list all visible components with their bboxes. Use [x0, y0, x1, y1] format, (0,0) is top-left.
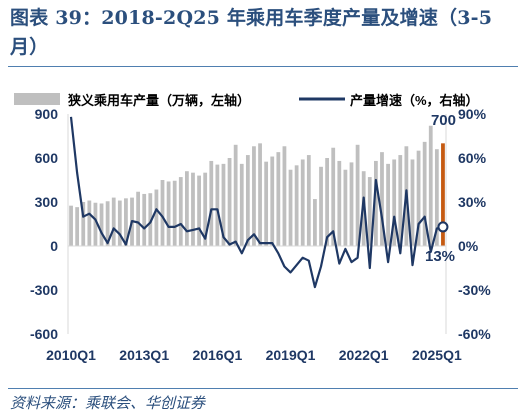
production-bar	[349, 162, 354, 246]
production-bar	[276, 152, 281, 246]
chart-area: 狭义乘用车产量（万辆，左轴） 产量增速（%，右轴） -600 -300 0 300 60…	[0, 70, 524, 370]
production-bar	[136, 191, 141, 246]
right-tick-label: 90%	[458, 106, 487, 122]
x-tick-label: 2022Q1	[339, 347, 389, 363]
production-bar	[434, 149, 439, 246]
left-tick-label: -600	[30, 326, 58, 342]
production-bar	[416, 150, 421, 246]
bar-series	[69, 125, 445, 246]
left-tick-label: 600	[35, 150, 59, 166]
production-bar	[142, 193, 147, 246]
x-tick-label: 2010Q1	[46, 347, 96, 363]
production-bar	[75, 207, 80, 246]
production-bar	[428, 125, 433, 246]
production-bar	[306, 155, 311, 246]
legend-label-growth: 产量增速（%，右轴）	[350, 93, 479, 108]
production-bar	[282, 146, 287, 246]
production-bar	[221, 163, 226, 246]
right-axis: -60% -30% 0% 30% 60% 90%	[458, 106, 491, 342]
latest-growth-label: 13%	[425, 248, 455, 265]
production-bar	[93, 202, 98, 246]
production-bar	[124, 198, 128, 246]
legend-label-production: 狭义乘用车产量（万辆，左轴）	[67, 93, 250, 108]
production-bar	[166, 181, 171, 246]
production-bar	[215, 164, 220, 246]
production-bar	[392, 159, 397, 246]
production-bar	[99, 203, 104, 246]
left-tick-label: 300	[35, 194, 59, 210]
chart-title: 图表 39：2018-2Q25 年乘用车季度产量及增速（3-5月）	[10, 7, 493, 58]
x-tick-label: 2025Q1	[412, 347, 462, 363]
growth-line	[69, 116, 444, 289]
production-bar	[191, 172, 195, 246]
production-bar	[367, 177, 372, 246]
legend-bar-swatch	[14, 93, 60, 105]
production-bar	[325, 158, 330, 246]
production-bar	[81, 202, 86, 246]
production-bar	[239, 163, 244, 246]
production-bar	[313, 199, 317, 246]
production-bar	[373, 160, 378, 246]
left-tick-label: 0	[50, 238, 58, 254]
production-bar	[209, 160, 214, 246]
production-bar	[386, 163, 390, 246]
latest-growth-marker	[437, 221, 449, 233]
right-tick-label: 0%	[458, 238, 479, 254]
production-bar	[178, 177, 183, 246]
production-bar	[105, 201, 110, 246]
production-bar	[300, 159, 305, 246]
x-tick-label: 2016Q1	[192, 347, 242, 363]
left-axis: -600 -300 0 300 600 900	[30, 106, 58, 342]
production-bar	[197, 175, 201, 246]
production-bar	[319, 166, 323, 246]
production-bar	[69, 205, 73, 246]
production-bar	[184, 171, 189, 246]
production-bar	[355, 144, 360, 246]
x-axis: 2010Q1 2013Q1 2016Q1 2019Q1 2022Q1 2025Q1	[46, 347, 462, 363]
source-note: 资料来源：乘联会、华创证券	[10, 394, 206, 412]
combo-chart: 狭义乘用车产量（万辆，左轴） 产量增速（%，右轴） -600 -300 0 300 60…	[14, 93, 491, 363]
production-bar	[410, 159, 415, 246]
right-tick-label: -60%	[458, 326, 491, 342]
right-tick-label: -30%	[458, 282, 491, 298]
production-bar	[270, 156, 275, 246]
production-bar	[227, 158, 232, 246]
production-bar	[264, 161, 269, 246]
source-divider	[8, 388, 518, 389]
production-bar	[87, 200, 92, 246]
x-tick-label: 2019Q1	[266, 347, 316, 363]
production-bar	[422, 141, 427, 246]
left-tick-label: -300	[30, 282, 58, 298]
title-divider	[8, 66, 518, 67]
production-bar	[245, 155, 250, 246]
production-bar	[398, 155, 403, 246]
production-bar	[117, 200, 122, 246]
production-bar	[233, 144, 238, 246]
production-bar	[258, 143, 262, 246]
left-tick-label: 900	[35, 106, 59, 122]
production-bar	[331, 147, 336, 246]
production-bar	[343, 169, 348, 246]
x-tick-label: 2013Q1	[119, 347, 169, 363]
latest-bar-label: 700	[431, 112, 456, 129]
latest-bar	[441, 143, 445, 246]
production-bar	[160, 180, 165, 246]
production-bar	[337, 160, 342, 246]
production-bar	[294, 165, 299, 246]
production-bar	[148, 193, 153, 246]
production-bar	[111, 197, 116, 246]
production-bar	[154, 189, 159, 246]
production-bar	[203, 172, 208, 246]
production-bar	[380, 152, 384, 246]
production-bar	[252, 146, 256, 246]
right-tick-label: 60%	[458, 150, 487, 166]
legend: 狭义乘用车产量（万辆，左轴） 产量增速（%，右轴）	[14, 93, 479, 108]
production-bar	[172, 180, 177, 246]
right-tick-label: 30%	[458, 194, 487, 210]
production-bar	[288, 169, 293, 246]
